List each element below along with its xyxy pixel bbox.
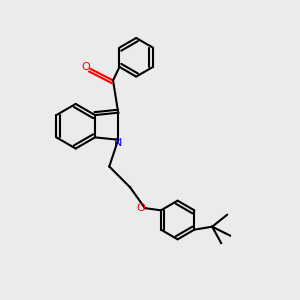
Text: O: O — [136, 203, 145, 213]
Text: O: O — [82, 62, 91, 73]
Text: N: N — [114, 138, 122, 148]
